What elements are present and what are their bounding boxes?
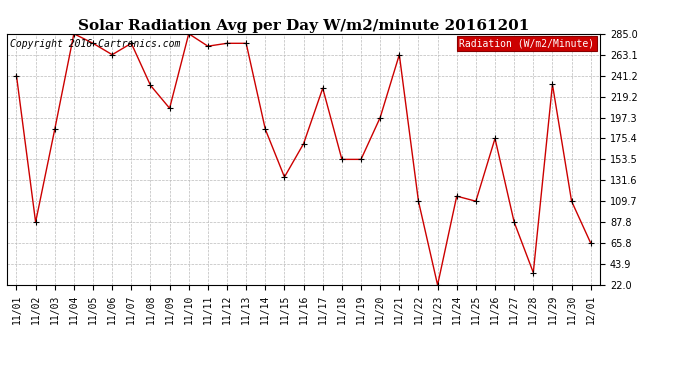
Text: Copyright 2016 Cartronics.com: Copyright 2016 Cartronics.com [10, 39, 180, 49]
Text: Radiation (W/m2/Minute): Radiation (W/m2/Minute) [460, 39, 594, 49]
Title: Solar Radiation Avg per Day W/m2/minute 20161201: Solar Radiation Avg per Day W/m2/minute … [78, 19, 529, 33]
